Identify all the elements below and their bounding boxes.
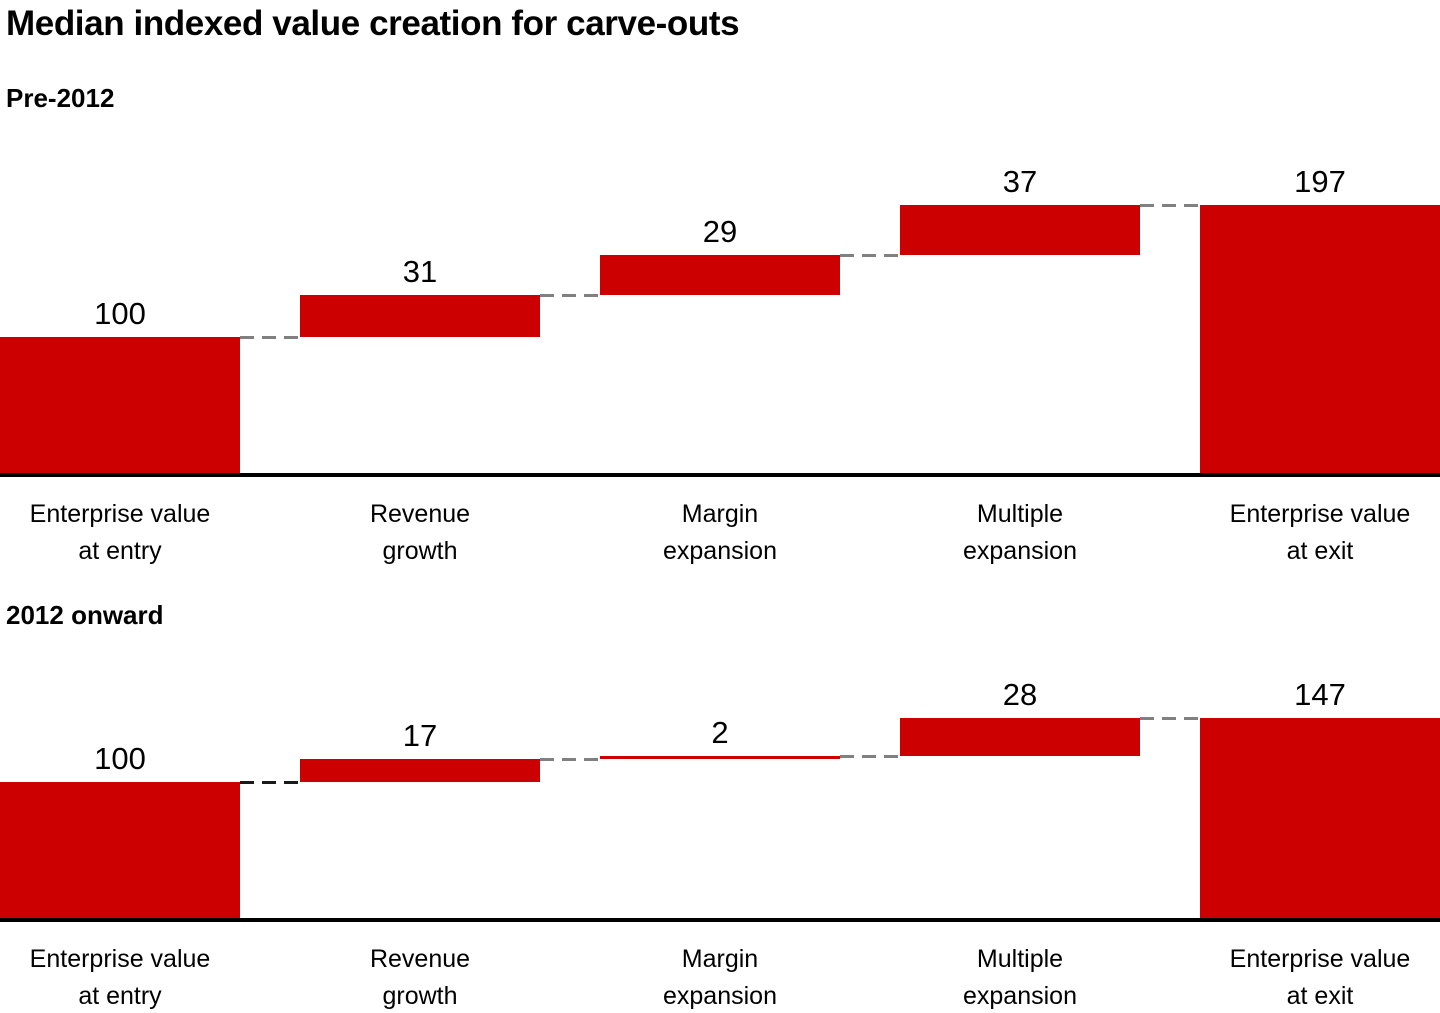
bar-margin-expansion: [600, 255, 840, 295]
waterfall-connector: [540, 293, 600, 297]
waterfall-connector: [1140, 204, 1200, 208]
waterfall-connector: [1140, 717, 1200, 721]
category-label-enterprise-value-at-exit: Enterprise value at exit: [1229, 945, 1411, 1010]
category-label-margin-expansion: Margin expansion: [663, 500, 777, 565]
waterfall-connector: [540, 757, 600, 761]
bar-enterprise-value-at-exit: [1200, 718, 1440, 918]
bar-value-label-margin-expansion: 2: [711, 715, 729, 751]
panel-subtitle-2012-onward: 2012 onward: [6, 600, 164, 630]
category-label-revenue-growth: Revenue growth: [369, 945, 471, 1010]
category-label-multiple-expansion: Multiple expansion: [963, 500, 1077, 565]
bar-value-label-enterprise-value-at-exit: 197: [1294, 164, 1346, 200]
bar-enterprise-value-at-exit: [1200, 205, 1440, 473]
bar-value-label-multiple-expansion: 37: [1002, 164, 1038, 200]
bar-value-label-enterprise-value-at-exit: 147: [1294, 677, 1346, 713]
bar-multiple-expansion: [900, 718, 1140, 757]
panel-subtitle-pre-2012: Pre-2012: [6, 83, 115, 113]
category-label-multiple-expansion: Multiple expansion: [963, 945, 1077, 1010]
x-axis-line: [0, 473, 1440, 477]
waterfall-connector: [240, 781, 300, 784]
waterfall-connector: [840, 755, 900, 759]
bar-revenue-growth: [300, 758, 540, 782]
category-label-enterprise-value-at-entry: Enterprise value at entry: [29, 500, 211, 565]
bar-value-label-enterprise-value-at-entry: 100: [94, 296, 146, 331]
bar-value-label-enterprise-value-at-entry: 100: [94, 741, 146, 776]
category-label-enterprise-value-at-exit: Enterprise value at exit: [1229, 500, 1411, 565]
bar-margin-expansion: [600, 756, 840, 760]
x-axis-line: [0, 918, 1440, 922]
category-label-enterprise-value-at-entry: Enterprise value at entry: [29, 945, 211, 1010]
waterfall-connector: [240, 336, 300, 339]
waterfall-connector: [840, 254, 900, 258]
bar-value-label-margin-expansion: 29: [702, 214, 738, 250]
bar-value-label-multiple-expansion: 28: [1002, 677, 1038, 713]
category-label-margin-expansion: Margin expansion: [663, 945, 777, 1010]
category-label-revenue-growth: Revenue growth: [369, 500, 471, 565]
bar-revenue-growth: [300, 294, 540, 337]
bar-enterprise-value-at-entry: [0, 337, 240, 473]
chart-title: Median indexed value creation for carve-…: [6, 4, 740, 43]
bar-value-label-revenue-growth: 17: [402, 717, 438, 753]
bar-value-label-revenue-growth: 31: [402, 253, 438, 289]
bar-multiple-expansion: [900, 205, 1140, 256]
bar-enterprise-value-at-entry: [0, 782, 240, 918]
